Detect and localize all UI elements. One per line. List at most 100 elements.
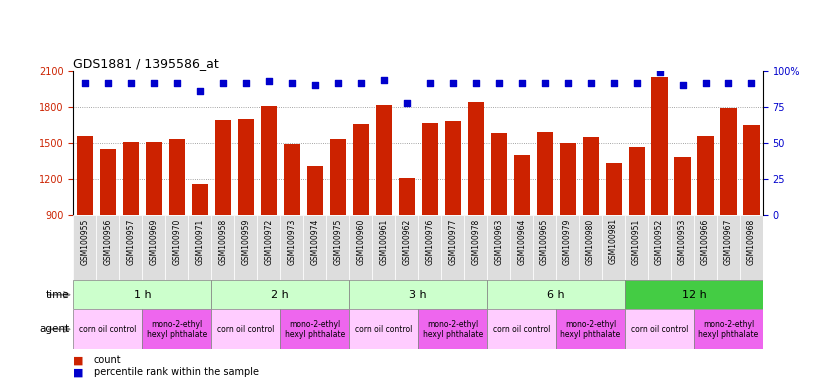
Bar bbox=[510, 215, 533, 280]
Text: GSM100977: GSM100977 bbox=[448, 218, 457, 265]
Text: time: time bbox=[46, 290, 69, 300]
Bar bbox=[583, 137, 599, 215]
Text: corn oil control: corn oil control bbox=[493, 325, 550, 334]
Point bbox=[216, 79, 229, 86]
Bar bbox=[257, 215, 281, 280]
Bar bbox=[740, 215, 763, 280]
Bar bbox=[418, 309, 487, 349]
Point bbox=[607, 79, 620, 86]
Point bbox=[171, 79, 184, 86]
Point bbox=[469, 79, 482, 86]
Bar bbox=[487, 280, 625, 309]
Bar bbox=[353, 124, 369, 215]
Bar bbox=[625, 309, 694, 349]
Bar bbox=[237, 119, 254, 215]
Text: GSM100970: GSM100970 bbox=[172, 218, 181, 265]
Text: GSM100962: GSM100962 bbox=[402, 218, 411, 265]
Point bbox=[308, 82, 322, 88]
Text: mono-2-ethyl
hexyl phthalate: mono-2-ethyl hexyl phthalate bbox=[285, 319, 345, 339]
Bar bbox=[694, 215, 717, 280]
Text: GSM100981: GSM100981 bbox=[609, 218, 618, 265]
Text: mono-2-ethyl
hexyl phthalate: mono-2-ethyl hexyl phthalate bbox=[423, 319, 483, 339]
Bar bbox=[142, 309, 211, 349]
Bar bbox=[169, 139, 185, 215]
Bar bbox=[188, 215, 211, 280]
Text: GSM100980: GSM100980 bbox=[586, 218, 595, 265]
Text: GSM100961: GSM100961 bbox=[379, 218, 388, 265]
Point bbox=[239, 79, 252, 86]
Point bbox=[193, 88, 206, 94]
Bar bbox=[349, 309, 418, 349]
Point bbox=[630, 79, 643, 86]
Bar bbox=[513, 155, 530, 215]
Text: corn oil control: corn oil control bbox=[217, 325, 274, 334]
Bar bbox=[372, 215, 395, 280]
Text: GSM100971: GSM100971 bbox=[195, 218, 204, 265]
Point bbox=[561, 79, 574, 86]
Point bbox=[354, 79, 367, 86]
Bar bbox=[721, 108, 737, 215]
Bar bbox=[418, 215, 441, 280]
Point bbox=[722, 79, 735, 86]
Text: GSM100972: GSM100972 bbox=[264, 218, 273, 265]
Bar bbox=[281, 309, 349, 349]
Text: GSM100951: GSM100951 bbox=[632, 218, 641, 265]
Point bbox=[400, 99, 413, 106]
Bar bbox=[468, 102, 484, 215]
Bar bbox=[717, 215, 740, 280]
Bar bbox=[77, 136, 93, 215]
Text: GDS1881 / 1395586_at: GDS1881 / 1395586_at bbox=[73, 57, 220, 70]
Point bbox=[101, 79, 114, 86]
Bar bbox=[234, 215, 257, 280]
Text: 2 h: 2 h bbox=[272, 290, 289, 300]
Bar bbox=[487, 215, 510, 280]
Text: GSM100960: GSM100960 bbox=[357, 218, 366, 265]
Bar bbox=[441, 215, 464, 280]
Text: corn oil control: corn oil control bbox=[79, 325, 136, 334]
Point bbox=[446, 79, 459, 86]
Point bbox=[424, 79, 437, 86]
Point bbox=[331, 79, 344, 86]
Text: agent: agent bbox=[39, 324, 69, 334]
Text: GSM100976: GSM100976 bbox=[425, 218, 434, 265]
Text: GSM100952: GSM100952 bbox=[655, 218, 664, 265]
Bar bbox=[192, 184, 208, 215]
Bar bbox=[166, 215, 188, 280]
Text: count: count bbox=[94, 355, 122, 365]
Bar bbox=[119, 215, 142, 280]
Text: GSM100957: GSM100957 bbox=[126, 218, 135, 265]
Bar bbox=[537, 132, 552, 215]
Point bbox=[584, 79, 597, 86]
Point bbox=[124, 79, 137, 86]
Text: GSM100966: GSM100966 bbox=[701, 218, 710, 265]
Bar bbox=[628, 147, 645, 215]
Text: GSM100978: GSM100978 bbox=[471, 218, 480, 265]
Text: GSM100974: GSM100974 bbox=[310, 218, 319, 265]
Bar bbox=[123, 142, 139, 215]
Text: GSM100963: GSM100963 bbox=[494, 218, 503, 265]
Bar bbox=[146, 142, 162, 215]
Bar bbox=[743, 125, 760, 215]
Text: 1 h: 1 h bbox=[134, 290, 151, 300]
Bar bbox=[142, 215, 166, 280]
Text: mono-2-ethyl
hexyl phthalate: mono-2-ethyl hexyl phthalate bbox=[561, 319, 621, 339]
Text: GSM100968: GSM100968 bbox=[747, 218, 756, 265]
Text: GSM100965: GSM100965 bbox=[540, 218, 549, 265]
Bar bbox=[602, 215, 625, 280]
Bar bbox=[625, 215, 648, 280]
Text: GSM100967: GSM100967 bbox=[724, 218, 733, 265]
Text: mono-2-ethyl
hexyl phthalate: mono-2-ethyl hexyl phthalate bbox=[698, 319, 759, 339]
Bar bbox=[304, 215, 326, 280]
Text: 12 h: 12 h bbox=[681, 290, 707, 300]
Point bbox=[538, 79, 551, 86]
Bar bbox=[445, 121, 461, 215]
Bar bbox=[326, 215, 349, 280]
Text: corn oil control: corn oil control bbox=[631, 325, 688, 334]
Point bbox=[286, 79, 299, 86]
Bar bbox=[560, 143, 575, 215]
Point bbox=[262, 78, 275, 84]
Text: 3 h: 3 h bbox=[410, 290, 427, 300]
Bar bbox=[375, 104, 392, 215]
Text: GSM100964: GSM100964 bbox=[517, 218, 526, 265]
Bar bbox=[215, 120, 231, 215]
